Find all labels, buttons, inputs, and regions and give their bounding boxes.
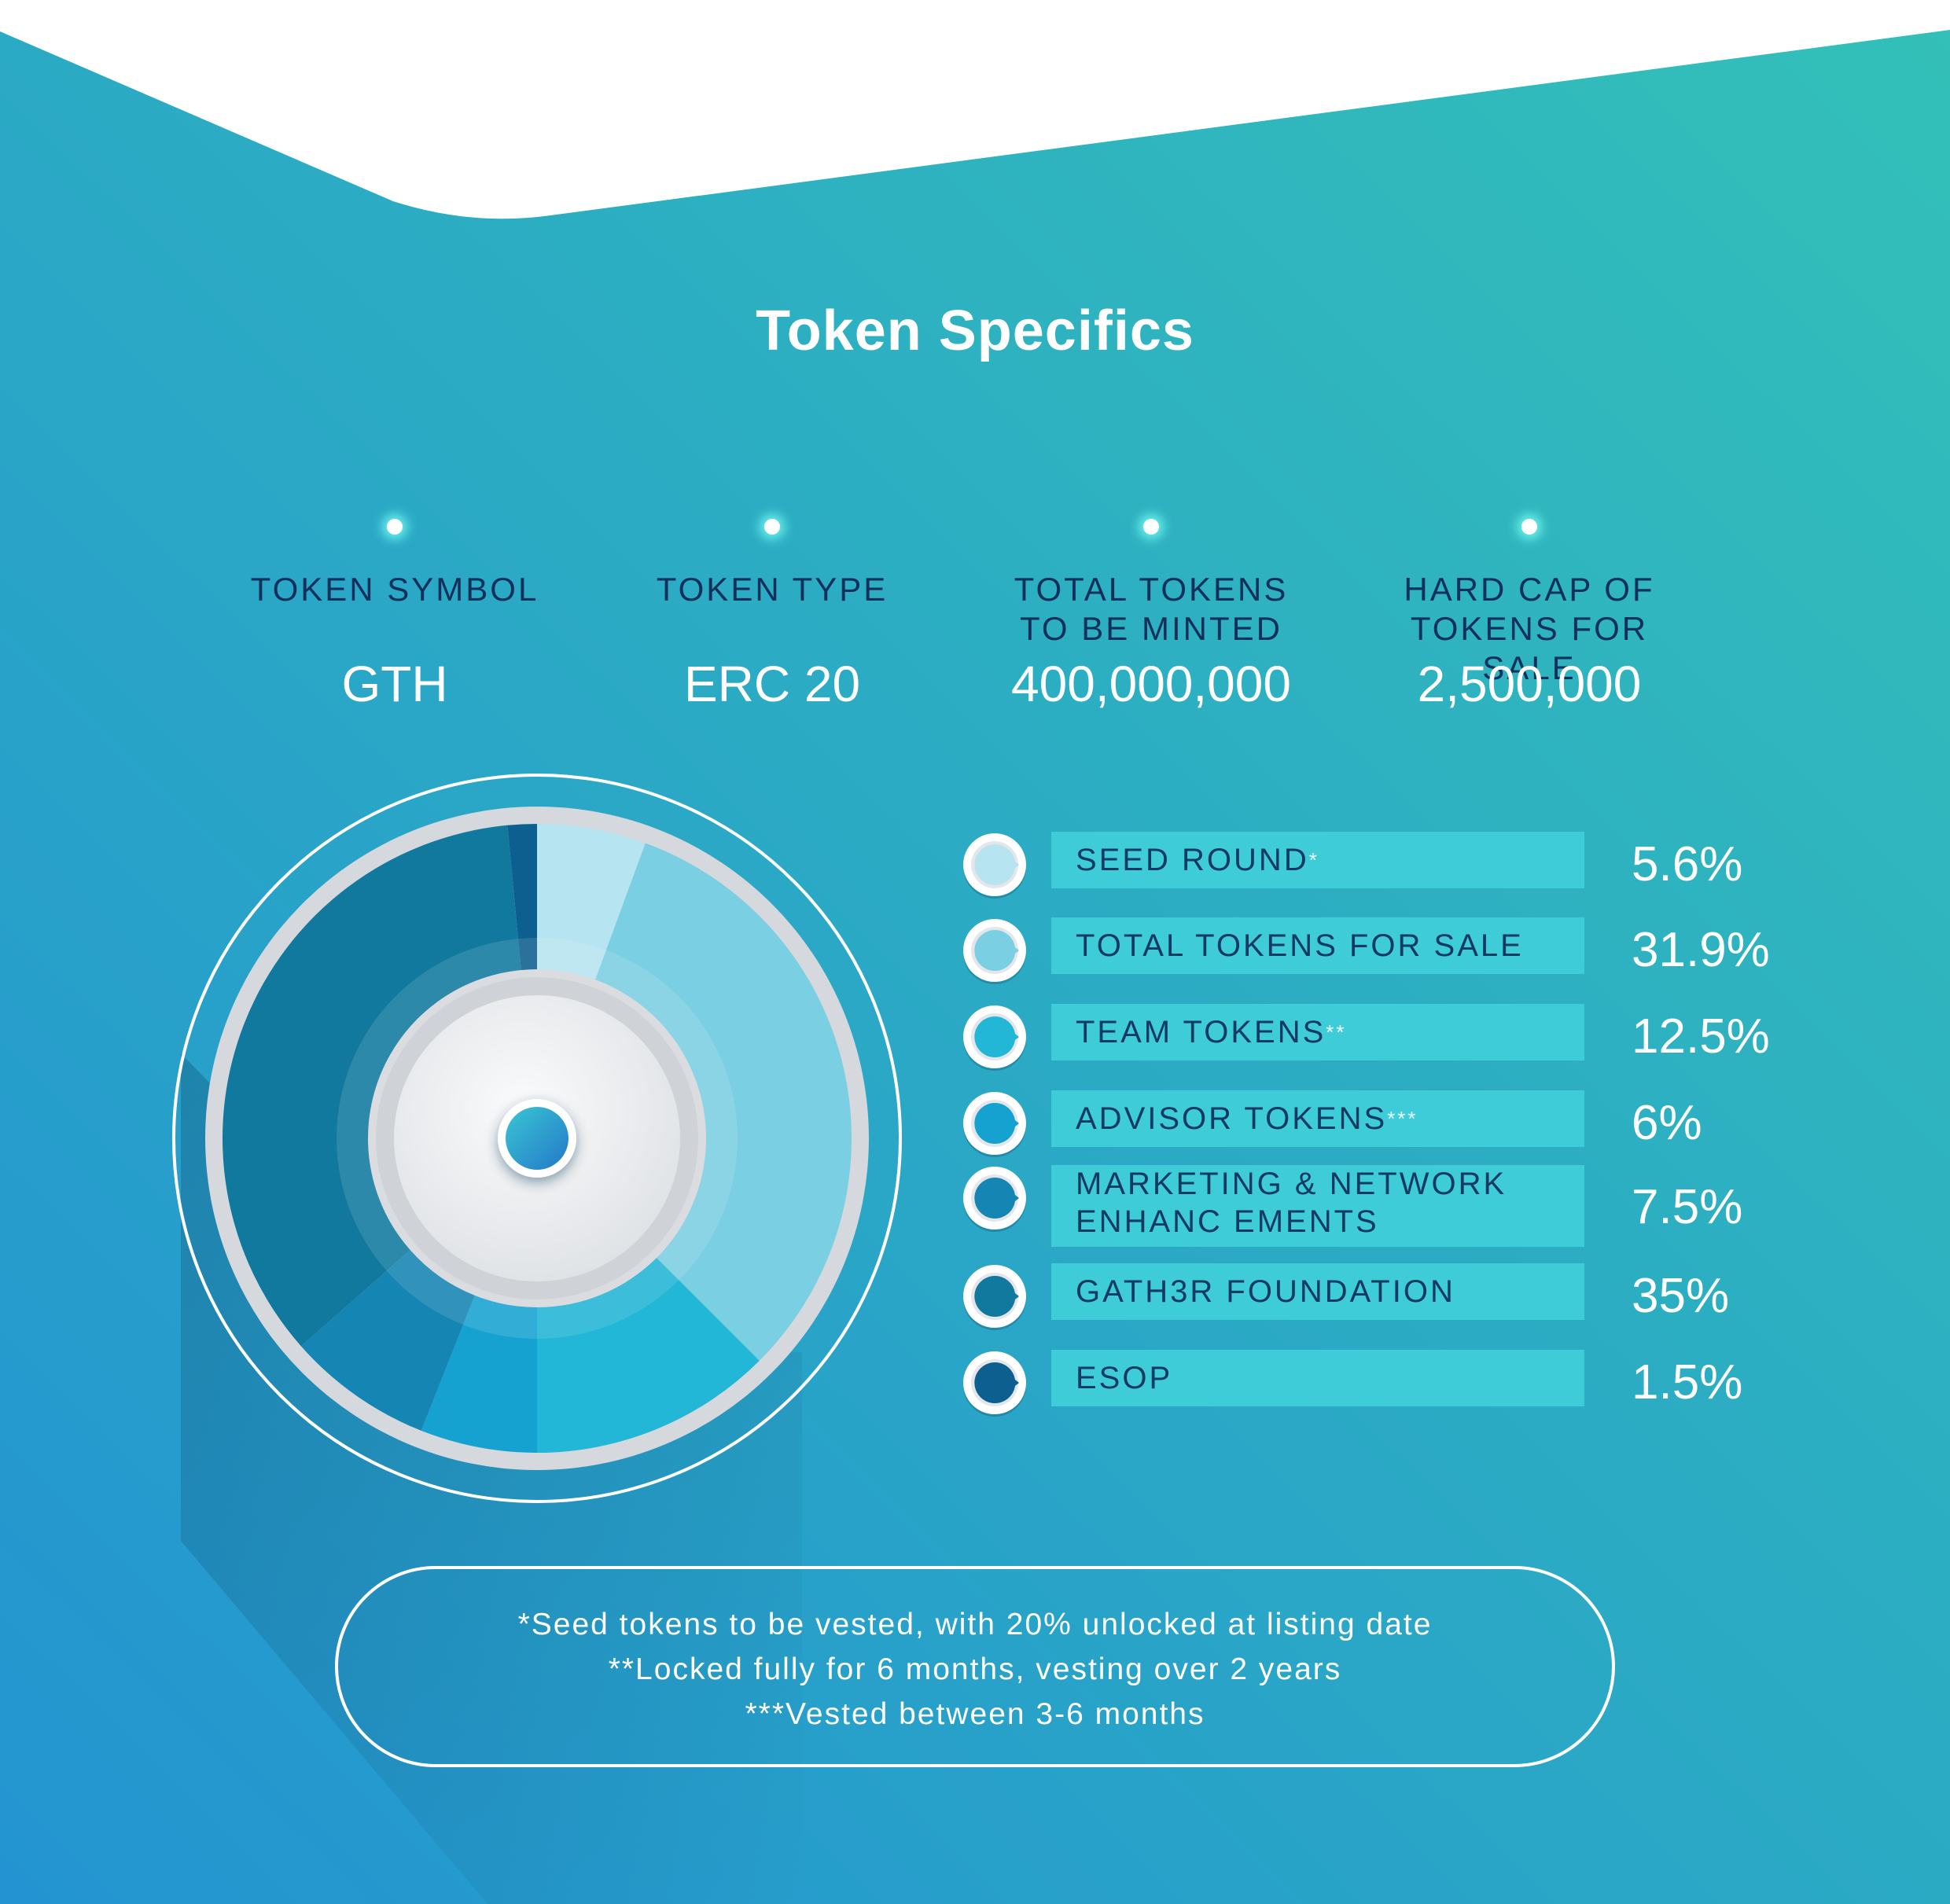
footnotes-box: *Seed tokens to be vested, with 20% unlo… [335, 1566, 1615, 1767]
legend-value: 12.5% [1632, 1009, 1770, 1064]
legend-label-line: TEAM TOKENS** [1076, 1013, 1579, 1051]
spec-hard-cap: HARD CAP OF TOKENS FOR SALE 2,500,000 [1364, 519, 1694, 713]
legend-value: 7.5% [1632, 1180, 1743, 1234]
spec-label: TOTAL TOKENS TO BE MINTED [1014, 571, 1289, 647]
spec-value: GTH [341, 656, 448, 712]
legend-label-line: ENHANC EMENTS [1076, 1203, 1579, 1241]
spec-value: ERC 20 [683, 656, 861, 712]
legend-value: 1.5% [1632, 1355, 1743, 1410]
legend-label-line: MARKETING & NETWORK [1076, 1165, 1579, 1203]
legend-bar [1051, 917, 1584, 974]
legend-label: SEED ROUND* [1076, 841, 1579, 879]
footnote-line: ***Vested between 3-6 months [745, 1697, 1205, 1731]
top-white-wave [0, 0, 1950, 219]
legend-value: 31.9% [1632, 923, 1770, 977]
legend-label-text: MARKETING & NETWORK [1076, 1167, 1507, 1201]
legend-label-text: ESOP [1076, 1361, 1173, 1395]
legend-value: 6% [1632, 1096, 1702, 1150]
legend-row: TEAM TOKENS** 12.5% [959, 1004, 1793, 1075]
glow-dot-icon [1521, 519, 1537, 535]
legend-marker-icon [959, 1002, 1030, 1073]
pie-slice [421, 1295, 537, 1453]
legend-marker-icon [959, 916, 1030, 987]
legend-row: ESOP 1.5% [959, 1350, 1793, 1421]
spec-value: 2,500,000 [1417, 656, 1642, 712]
legend-label-text: SEED ROUND [1076, 843, 1309, 877]
glow-dot-icon [387, 519, 403, 535]
footnote-marker: ** [1326, 1020, 1347, 1044]
spec-label: HARD CAP OF TOKENS FOR SALE [1404, 571, 1655, 686]
donut-chart [172, 774, 902, 1503]
legend-label-text: ADVISOR TOKENS [1076, 1101, 1388, 1136]
legend-marker-icon [959, 1262, 1030, 1332]
glow-dot-icon [1143, 519, 1159, 535]
spec-token-type: TOKEN TYPE ERC 20 [607, 519, 937, 713]
legend-label-text: GATH3R FOUNDATION [1076, 1274, 1455, 1309]
legend-label-text: TEAM TOKENS [1076, 1015, 1326, 1049]
page-title: Token Specifics [756, 300, 1194, 362]
legend-marker-icon [959, 830, 1030, 901]
spec-total-tokens: TOTAL TOKENS TO BE MINTED 400,000,000 [986, 519, 1316, 713]
footnote-marker: *** [1387, 1107, 1418, 1130]
legend-bar [1051, 1263, 1584, 1320]
pie-slice [595, 843, 852, 1361]
legend-label: ESOP [1076, 1359, 1579, 1397]
center-dot [506, 1107, 568, 1170]
pie-slice [300, 1250, 475, 1431]
glow-dot-icon [764, 519, 780, 535]
legend-label: ADVISOR TOKENS*** [1076, 1100, 1579, 1138]
legend-bar [1051, 1350, 1584, 1406]
spec-token-symbol: TOKEN SYMBOL GTH [230, 519, 560, 713]
legend-value: 5.6% [1632, 837, 1743, 891]
legend-row: ADVISOR TOKENS*** 6% [959, 1090, 1793, 1161]
legend-marker-icon [959, 1163, 1030, 1234]
legend-row: MARKETING & NETWORK ENHANC EMENTS 7.5% [959, 1163, 1793, 1247]
legend-label-text: TOTAL TOKENS FOR SALE [1076, 928, 1524, 963]
pie-slice [537, 824, 646, 980]
legend-bar [1051, 832, 1584, 888]
pie-slice [507, 824, 537, 970]
legend-bar [1051, 1004, 1584, 1060]
legend-row: GATH3R FOUNDATION 35% [959, 1263, 1793, 1334]
spec-label: TOKEN SYMBOL [250, 571, 539, 608]
legend-label: GATH3R FOUNDATION [1076, 1273, 1579, 1310]
legend-marker-icon [959, 1348, 1030, 1419]
spec-value: 400,000,000 [1011, 656, 1291, 712]
spec-label: TOKEN TYPE [656, 571, 889, 608]
legend-label-line: TOTAL TOKENS FOR SALE [1076, 927, 1579, 965]
pie-slice [537, 1258, 760, 1453]
legend-label: MARKETING & NETWORK ENHANC EMENTS [1076, 1165, 1579, 1241]
legend-value: 35% [1632, 1269, 1730, 1323]
outer-ring [172, 774, 902, 1503]
legend-label: TOTAL TOKENS FOR SALE [1076, 927, 1579, 965]
legend-label-text: ENHANC EMENTS [1076, 1204, 1379, 1239]
footnote-line: **Locked fully for 6 months, vesting ove… [608, 1652, 1342, 1686]
legend-label: TEAM TOKENS** [1076, 1013, 1579, 1051]
legend-label-line: SEED ROUND* [1076, 841, 1579, 879]
legend-bar [1051, 1165, 1584, 1247]
legend-row: SEED ROUND* 5.6% [959, 832, 1793, 902]
legend-row: TOTAL TOKENS FOR SALE 31.9% [959, 917, 1793, 988]
legend-label-line: GATH3R FOUNDATION [1076, 1273, 1579, 1310]
footnote-marker: * [1308, 848, 1319, 872]
pie-slice [223, 825, 521, 1347]
legend-marker-icon [959, 1089, 1030, 1160]
legend-label-line: ESOP [1076, 1359, 1579, 1397]
footnote-line: *Seed tokens to be vested, with 20% unlo… [517, 1608, 1433, 1641]
legend-label-line: ADVISOR TOKENS*** [1076, 1100, 1579, 1138]
legend-bar [1051, 1090, 1584, 1147]
